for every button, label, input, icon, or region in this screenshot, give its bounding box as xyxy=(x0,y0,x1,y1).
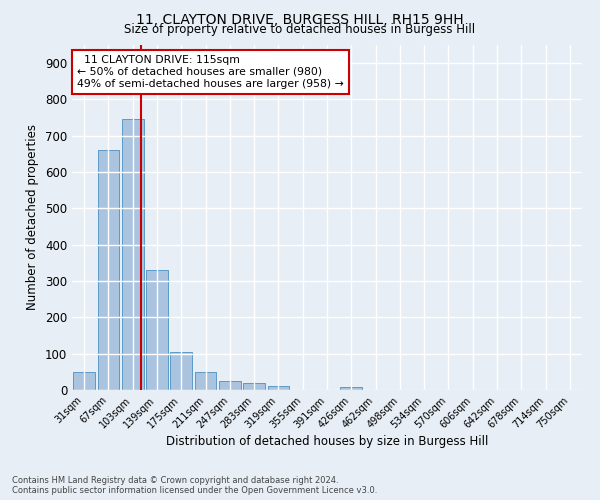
Bar xyxy=(170,352,192,390)
Bar xyxy=(219,381,241,390)
Text: 11, CLAYTON DRIVE, BURGESS HILL, RH15 9HH: 11, CLAYTON DRIVE, BURGESS HILL, RH15 9H… xyxy=(136,12,464,26)
Bar xyxy=(122,120,143,390)
Text: 11 CLAYTON DRIVE: 115sqm
← 50% of detached houses are smaller (980)
49% of semi-: 11 CLAYTON DRIVE: 115sqm ← 50% of detach… xyxy=(77,56,344,88)
X-axis label: Distribution of detached houses by size in Burgess Hill: Distribution of detached houses by size … xyxy=(166,436,488,448)
Bar xyxy=(146,270,168,390)
Bar xyxy=(243,384,265,390)
Bar xyxy=(340,387,362,390)
Bar xyxy=(268,386,289,390)
Y-axis label: Number of detached properties: Number of detached properties xyxy=(26,124,40,310)
Text: Contains HM Land Registry data © Crown copyright and database right 2024.
Contai: Contains HM Land Registry data © Crown c… xyxy=(12,476,377,495)
Text: Size of property relative to detached houses in Burgess Hill: Size of property relative to detached ho… xyxy=(124,22,476,36)
Bar xyxy=(97,150,119,390)
Bar xyxy=(194,372,217,390)
Bar xyxy=(73,372,95,390)
